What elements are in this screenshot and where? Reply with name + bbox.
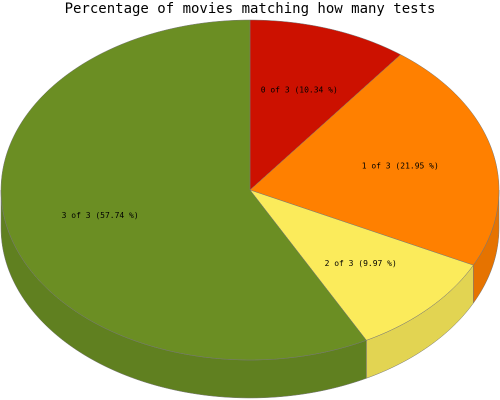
pie-slice <box>0 19 367 361</box>
value-label: 0 of 3 (10.34 %) <box>261 86 338 95</box>
pie-slice <box>249 19 402 191</box>
chart-title: Percentage of movies matching how many t… <box>65 1 436 17</box>
value-label: 3 of 3 (57.74 %) <box>62 211 139 220</box>
pie-slice <box>249 189 474 341</box>
value-label: 1 of 3 (21.95 %) <box>362 161 439 170</box>
pie-slice <box>249 54 500 266</box>
value-label: 2 of 3 (9.97 %) <box>325 259 397 268</box>
